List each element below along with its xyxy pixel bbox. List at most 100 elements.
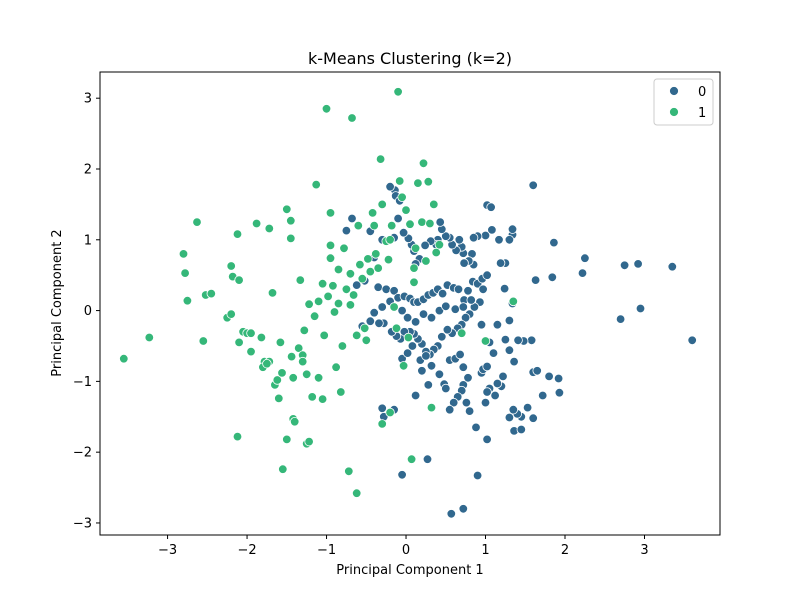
- data-point-cluster-0-93: [381, 284, 391, 295]
- data-point-cluster-0-181: [422, 454, 433, 464]
- data-point-cluster-1-81: [377, 199, 387, 210]
- data-point-cluster-0-172: [449, 397, 459, 408]
- data-point-cluster-1-103: [423, 176, 434, 187]
- data-point-cluster-1-46: [309, 311, 320, 321]
- chart-title: k-Means Clustering (k=2): [308, 49, 512, 68]
- data-point-cluster-0-66: [441, 231, 451, 241]
- data-point-cluster-1-109: [457, 328, 467, 338]
- data-point-cluster-0-143: [397, 305, 407, 316]
- data-point-cluster-0-138: [365, 316, 376, 326]
- data-point-cluster-1-28: [274, 393, 284, 404]
- data-point-cluster-1-65: [344, 466, 354, 477]
- legend-marker-0: [669, 86, 679, 96]
- data-point-cluster-0-79: [393, 213, 403, 224]
- x-tick-label: 2: [561, 543, 569, 558]
- legend-marker-1: [669, 107, 679, 117]
- data-point-cluster-0-164: [458, 362, 469, 372]
- data-point-cluster-1-32: [282, 204, 292, 215]
- data-point-cluster-0-21: [522, 402, 533, 413]
- data-point-cluster-0-89: [341, 225, 352, 236]
- data-point-cluster-0-22: [528, 413, 538, 423]
- data-point-cluster-1-87: [389, 302, 399, 312]
- data-point-cluster-1-84: [383, 254, 394, 265]
- data-point-cluster-1-78: [371, 249, 381, 259]
- data-point-cluster-0-191: [516, 424, 527, 435]
- data-point-cluster-0-36: [482, 387, 492, 397]
- y-tick-label: 2: [84, 162, 92, 177]
- data-point-cluster-1-101: [418, 158, 429, 169]
- data-point-cluster-0-137: [374, 318, 384, 329]
- data-point-cluster-1-86: [387, 220, 397, 231]
- data-point-cluster-0-190: [476, 320, 487, 330]
- data-point-cluster-1-60: [333, 264, 344, 275]
- data-point-cluster-0-45: [495, 258, 506, 268]
- data-point-cluster-0-43: [499, 283, 510, 294]
- data-point-cluster-1-92: [398, 361, 409, 371]
- data-point-cluster-0-150: [450, 304, 461, 314]
- data-point-cluster-1-96: [406, 454, 417, 464]
- data-point-cluster-0-19: [554, 388, 565, 398]
- data-point-cluster-1-34: [286, 233, 296, 244]
- data-point-cluster-1-98: [410, 243, 421, 254]
- data-point-cluster-0-157: [421, 351, 431, 361]
- data-point-cluster-0-8: [549, 237, 559, 248]
- data-point-cluster-0-4: [667, 262, 678, 272]
- data-point-cluster-0-187: [482, 434, 492, 445]
- data-point-cluster-0-148: [434, 305, 445, 316]
- data-point-cluster-0-48: [504, 235, 515, 245]
- data-point-cluster-1-33: [286, 215, 296, 226]
- data-point-cluster-0-49: [494, 235, 504, 245]
- data-point-cluster-1-68: [348, 290, 359, 300]
- legend-label-0: 0: [698, 85, 706, 100]
- data-point-cluster-1-71: [355, 259, 365, 270]
- data-point-cluster-0-170: [471, 422, 481, 433]
- data-point-cluster-1-62: [337, 341, 348, 351]
- data-point-cluster-0-152: [466, 295, 476, 305]
- data-point-cluster-0-68: [435, 217, 445, 227]
- y-tick-label: 1: [84, 233, 92, 248]
- data-point-cluster-1-90: [395, 176, 405, 186]
- data-point-cluster-0-155: [407, 341, 418, 351]
- x-tick-label: −3: [158, 543, 177, 558]
- data-point-cluster-0-118: [460, 313, 471, 323]
- data-point-cluster-1-43: [302, 369, 312, 380]
- data-point-cluster-0-165: [463, 373, 473, 383]
- data-point-cluster-0-94: [389, 286, 399, 296]
- data-point-cluster-0-188: [488, 348, 499, 358]
- data-point-cluster-0-30: [500, 334, 511, 345]
- data-point-cluster-0-5: [615, 314, 626, 324]
- data-point-cluster-0-145: [410, 317, 421, 327]
- data-point-cluster-0-18: [553, 373, 564, 384]
- data-point-cluster-0-176: [423, 380, 434, 390]
- data-point-cluster-0-33: [492, 378, 503, 389]
- data-point-cluster-1-102: [421, 256, 431, 266]
- data-point-cluster-0-17: [544, 371, 554, 382]
- data-point-cluster-0-123: [437, 332, 447, 342]
- data-point-cluster-1-44: [304, 299, 314, 309]
- data-point-cluster-1-74: [361, 335, 372, 346]
- data-point-cluster-0-183: [377, 403, 387, 414]
- x-tick-label: 0: [402, 543, 410, 558]
- y-tick-label: 0: [84, 304, 92, 319]
- data-point-cluster-1-122: [333, 298, 344, 309]
- data-point-cluster-0-163: [455, 349, 465, 360]
- data-point-cluster-0-91: [352, 280, 362, 290]
- data-point-cluster-0-147: [426, 313, 437, 323]
- data-point-cluster-1-119: [317, 279, 328, 289]
- data-point-cluster-1-73: [360, 323, 370, 334]
- data-point-cluster-0-173: [445, 405, 455, 415]
- data-point-cluster-1-0: [119, 354, 129, 364]
- y-axis-label: Principal Component 2: [50, 229, 65, 376]
- data-point-cluster-0-149: [441, 301, 451, 312]
- data-point-cluster-0-78: [398, 227, 409, 238]
- data-point-cluster-1-69: [352, 488, 362, 498]
- data-point-cluster-1-107: [431, 247, 441, 258]
- data-point-cluster-0-174: [441, 383, 451, 394]
- data-point-cluster-1-8: [206, 288, 217, 299]
- data-point-cluster-0-20: [538, 390, 548, 401]
- data-point-cluster-1-99: [413, 178, 423, 188]
- data-point-cluster-0-40: [492, 320, 503, 330]
- points-layer: [119, 87, 697, 519]
- data-point-cluster-1-95: [405, 219, 415, 229]
- data-point-cluster-1-54: [325, 240, 336, 251]
